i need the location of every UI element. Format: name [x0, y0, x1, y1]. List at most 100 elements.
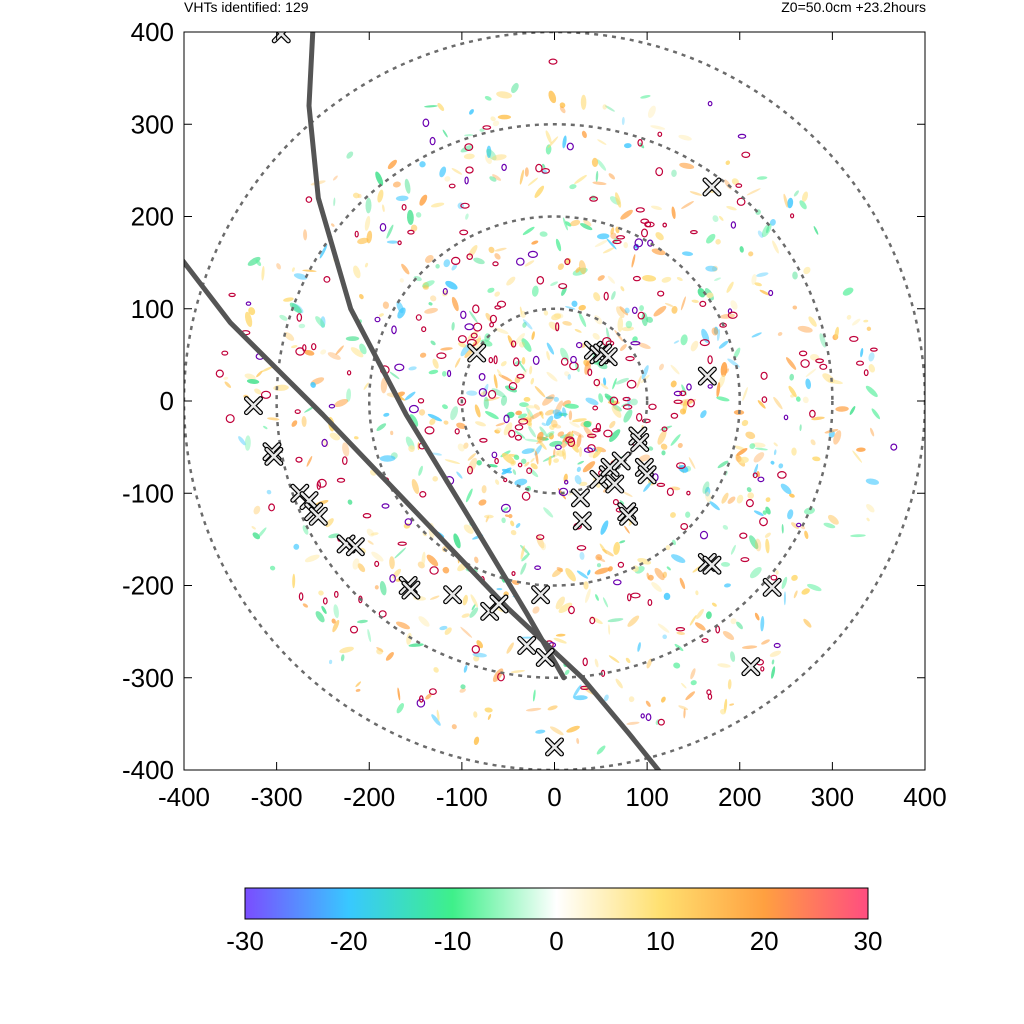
field-speckle	[751, 332, 762, 338]
vht-marker	[570, 488, 590, 508]
field-speckle	[717, 663, 731, 668]
field-speckle	[788, 385, 797, 398]
vorticity-contour	[374, 560, 380, 568]
vorticity-contour	[407, 229, 415, 235]
field-speckle	[357, 619, 368, 624]
field-speckle	[720, 362, 728, 377]
field-speckle	[574, 329, 582, 333]
field-speckle	[433, 667, 439, 673]
field-speckle	[775, 570, 779, 575]
field-speckle	[723, 698, 728, 713]
vorticity-contour	[514, 424, 524, 431]
vorticity-contour	[566, 142, 574, 151]
vorticity-contour	[305, 196, 313, 203]
field-speckle	[678, 705, 689, 711]
field-speckle	[868, 352, 875, 362]
field-speckle	[849, 406, 856, 415]
field-speckle	[503, 422, 513, 436]
vorticity-contour	[634, 238, 644, 248]
field-speckle	[502, 452, 515, 465]
field-speckle	[520, 368, 528, 381]
vorticity-contour	[478, 388, 488, 397]
field-speckle	[738, 456, 749, 464]
colorbar-tick-label: -30	[226, 926, 264, 956]
field-speckle	[496, 427, 502, 433]
field-speckle	[456, 471, 463, 479]
field-speckle	[501, 517, 506, 524]
field-speckle	[518, 361, 527, 373]
vorticity-contour	[346, 370, 352, 376]
vorticity-contour	[752, 472, 758, 479]
field-speckle	[753, 452, 765, 463]
field-speckle	[522, 321, 527, 328]
field-speckle	[359, 343, 367, 355]
vorticity-contour	[424, 426, 435, 435]
range-rings	[184, 32, 925, 770]
vorticity-contour	[699, 530, 709, 540]
field-speckle	[620, 209, 633, 220]
vorticity-contour	[870, 347, 878, 352]
field-speckle	[621, 326, 634, 332]
vorticity-contour	[612, 239, 622, 245]
field-speckle	[578, 260, 587, 275]
field-speckle	[380, 377, 388, 394]
field-speckle	[562, 321, 572, 326]
vorticity-contour	[647, 598, 653, 606]
field-speckle	[553, 396, 559, 402]
vorticity-contour	[757, 476, 765, 483]
field-speckle	[430, 340, 436, 346]
vorticity-contour	[690, 230, 698, 235]
field-speckle	[805, 368, 817, 378]
field-speckle	[513, 454, 520, 460]
field-speckle	[593, 292, 601, 302]
field-speckle	[751, 274, 757, 285]
field-speckle	[595, 554, 603, 561]
field-speckle	[572, 684, 582, 698]
field-speckle	[298, 323, 306, 329]
field-speckle	[477, 335, 481, 343]
vorticity-contour	[466, 253, 474, 261]
x-tick-label: -100	[436, 782, 488, 812]
vorticity-contour	[492, 261, 499, 267]
field-speckle	[759, 289, 770, 296]
field-speckle	[765, 506, 771, 515]
vorticity-contour	[560, 357, 569, 366]
field-speckle	[640, 94, 651, 99]
vht-marker-fill	[703, 178, 721, 196]
field-speckle	[803, 507, 816, 515]
vorticity-contour	[644, 221, 652, 228]
field-speckle	[722, 630, 735, 641]
field-speckle	[293, 543, 300, 550]
field-speckle	[600, 383, 609, 390]
vht-marker-fill	[490, 595, 508, 613]
vorticity-contour	[670, 412, 679, 419]
field-speckle	[501, 467, 512, 475]
field-speckle	[594, 658, 599, 668]
field-speckle	[611, 405, 622, 418]
field-speckle	[765, 497, 771, 503]
field-speckle	[473, 257, 485, 265]
field-speckle	[612, 404, 622, 412]
vht-marker	[697, 366, 717, 386]
field-speckle	[451, 168, 463, 175]
field-speckle	[276, 263, 282, 270]
vorticity-contour	[699, 300, 707, 307]
field-speckle	[735, 455, 742, 463]
vorticity-contour	[612, 579, 622, 586]
vorticity-contour	[576, 342, 583, 349]
field-speckle	[525, 405, 537, 409]
field-speckle	[670, 364, 680, 375]
vorticity-contour	[298, 592, 304, 601]
field-speckle	[756, 176, 768, 180]
vorticity-contour	[730, 221, 737, 229]
field-speckle	[791, 447, 797, 456]
vorticity-contour	[630, 341, 641, 346]
vorticity-contour	[655, 167, 664, 177]
vorticity-contour	[260, 390, 272, 399]
field-speckle	[852, 450, 863, 463]
field-speckle	[583, 426, 595, 439]
vorticity-contour	[518, 418, 529, 425]
field-speckle	[332, 619, 340, 633]
vht-marker-fill	[703, 556, 721, 574]
field-speckle	[443, 259, 451, 268]
